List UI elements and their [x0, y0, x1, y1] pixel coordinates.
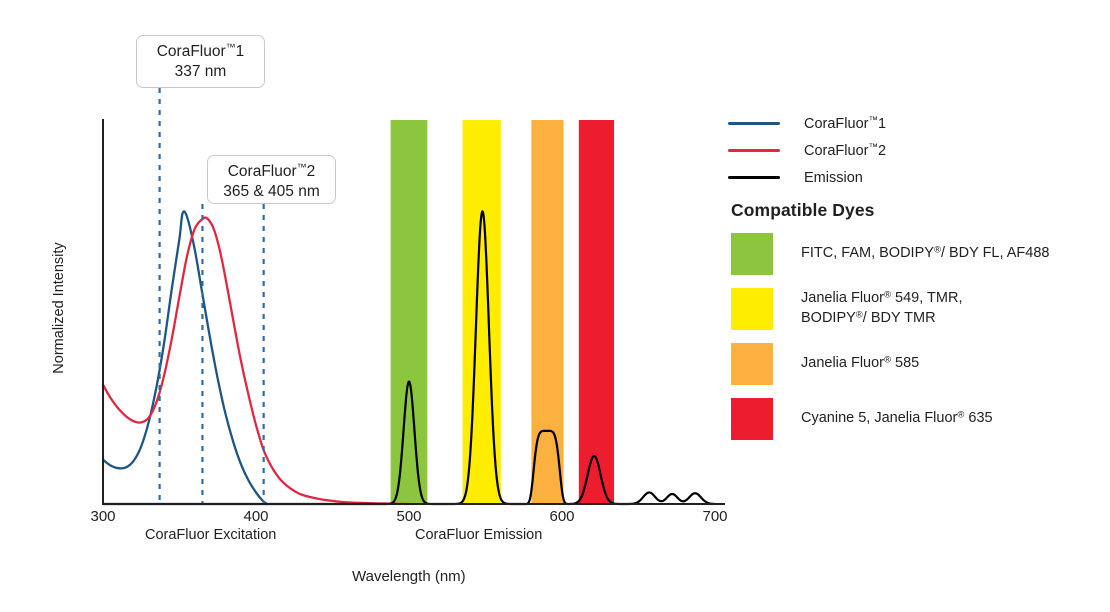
x-tick-700: 700	[702, 508, 728, 525]
legend-item-label: CoraFluor™2	[804, 141, 887, 160]
dye-row-0: FITC, FAM, BODIPY®/ BDY FL, AF488	[731, 233, 1106, 275]
dye-label: FITC, FAM, BODIPY®/ BDY FL, AF488	[801, 244, 1049, 264]
dye-label-line1: Janelia Fluor® 549, TMR,	[801, 289, 963, 307]
curve-corafluor2	[101, 216, 411, 506]
dye-color-swatch	[731, 343, 773, 385]
x-tick-300: 300	[90, 508, 116, 525]
curve-corafluor1	[101, 210, 268, 506]
dye-row-2: Janelia Fluor® 585	[731, 343, 1106, 385]
legend-line-swatch	[728, 149, 780, 152]
legend-line-swatch	[728, 122, 780, 125]
x-tick-600: 600	[549, 508, 575, 525]
legend-item-label: Emission	[804, 169, 863, 186]
callout-corafluor2-line1: CoraFluor™2	[227, 162, 316, 181]
x-tick-500: 500	[396, 508, 422, 525]
trademark-icon: ™	[868, 141, 878, 153]
registered-icon: ®	[855, 309, 863, 321]
dye-label: Cyanine 5, Janelia Fluor® 635	[801, 409, 993, 429]
dye-label: Janelia Fluor® 585	[801, 354, 919, 374]
excitation-marker-group	[158, 88, 265, 504]
dye-label: Janelia Fluor® 549, TMR, BODIPY®/ BDY TMR	[801, 289, 962, 328]
legend-item-2: Emission	[728, 164, 1098, 191]
trademark-icon: ™	[296, 162, 307, 174]
dye-band-group	[390, 120, 615, 504]
registered-icon: ®	[884, 354, 892, 366]
dye-label-line1: FITC, FAM, BODIPY®/ BDY FL, AF488	[801, 244, 1050, 262]
registered-icon: ®	[933, 244, 941, 256]
registered-icon: ®	[957, 409, 965, 421]
y-axis-title: Normalized Intensity	[51, 242, 67, 374]
trademark-icon: ™	[868, 114, 878, 126]
dye-row-1: Janelia Fluor® 549, TMR, BODIPY®/ BDY TMR	[731, 288, 1106, 330]
callout-corafluor1: CoraFluor™1 337 nm	[136, 35, 265, 88]
legend-item-0: CoraFluor™1	[728, 110, 1098, 137]
red-band	[578, 120, 615, 504]
trademark-icon: ™	[225, 42, 236, 54]
plot-axes	[102, 119, 725, 505]
registered-icon: ®	[884, 289, 892, 301]
compatible-dyes-list: FITC, FAM, BODIPY®/ BDY FL, AF488 Janelia…	[731, 233, 1106, 453]
excitation-region-caption: CoraFluor Excitation	[145, 527, 277, 543]
dye-color-swatch	[731, 233, 773, 275]
callout-corafluor2: CoraFluor™2 365 & 405 nm	[207, 155, 336, 204]
callout-corafluor1-line2: 337 nm	[174, 62, 227, 80]
legend-item-label: CoraFluor™1	[804, 114, 887, 133]
callout-corafluor2-line2: 365 & 405 nm	[223, 182, 320, 200]
emission-region-caption: CoraFluor Emission	[415, 527, 543, 543]
legend-line-swatch	[728, 176, 780, 179]
dye-label-line2: BODIPY®/ BDY TMR	[801, 309, 936, 326]
dye-label-line1: Cyanine 5, Janelia Fluor® 635	[801, 409, 993, 427]
x-axis-title: Wavelength (nm)	[352, 568, 466, 585]
legend-item-1: CoraFluor™2	[728, 137, 1098, 164]
dye-row-3: Cyanine 5, Janelia Fluor® 635	[731, 398, 1106, 440]
compatible-dyes-title: Compatible Dyes	[731, 200, 875, 220]
dye-label-line1: Janelia Fluor® 585	[801, 354, 920, 372]
x-tick-400: 400	[243, 508, 269, 525]
dye-color-swatch	[731, 398, 773, 440]
green-band	[390, 120, 428, 504]
callout-corafluor1-line1: CoraFluor™1	[156, 42, 245, 61]
dye-color-swatch	[731, 288, 773, 330]
series-legend: CoraFluor™1 CoraFluor™2 Emission	[728, 110, 1098, 191]
